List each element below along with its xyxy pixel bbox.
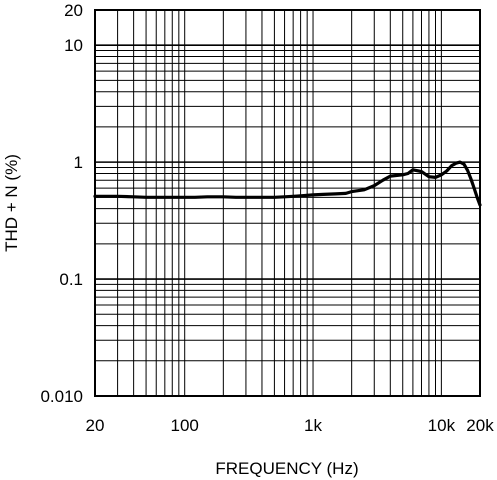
x-tick-label: 10k: [428, 416, 456, 435]
y-axis-title: THD + N (%): [2, 154, 21, 252]
plot-frame: [94, 9, 481, 397]
y-tick-label: 10: [64, 36, 83, 55]
series: [93, 160, 482, 207]
tick-labels: 20 100 1k 10k 20k 0.010 0.1 1 10 20: [40, 1, 494, 435]
x-tick-label: 1k: [304, 416, 322, 435]
y-tick-label: 0.1: [59, 270, 83, 289]
x-tick-label: 20: [86, 416, 105, 435]
x-axis-title: FREQUENCY (Hz): [215, 459, 358, 478]
y-tick-label: 20: [64, 1, 83, 20]
x-tick-label: 100: [171, 416, 199, 435]
y-tick-label: 1: [74, 153, 83, 172]
x-tick-label: 20k: [466, 416, 494, 435]
thd-series-line: [93, 160, 482, 207]
y-tick-label: 0.010: [40, 387, 83, 406]
grid: [95, 10, 480, 396]
